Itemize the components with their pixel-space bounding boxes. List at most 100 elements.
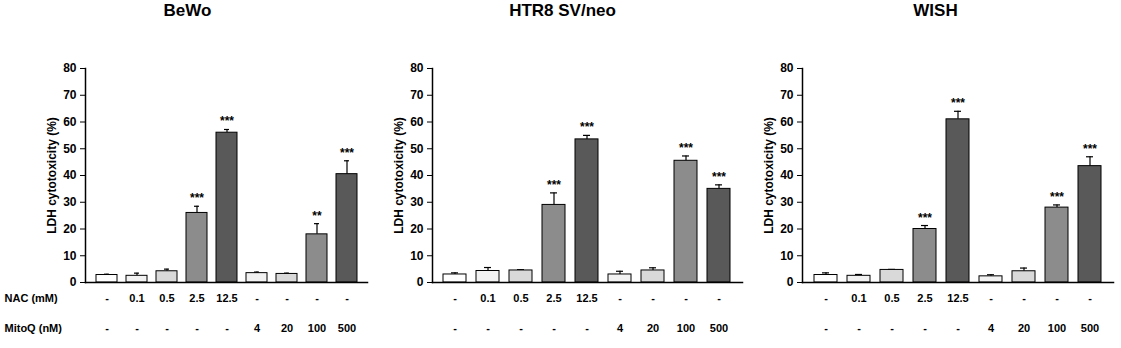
svg-text:100: 100	[308, 322, 326, 334]
svg-text:LDH cytotoxicity (%): LDH cytotoxicity (%)	[45, 117, 59, 234]
svg-text:10: 10	[780, 249, 794, 263]
svg-text:0: 0	[70, 275, 77, 289]
html-text:BeWo: BeWo	[163, 1, 212, 20]
svg-text:MitoQ (nM): MitoQ (nM)	[5, 322, 63, 334]
svg-text:-: -	[345, 292, 349, 304]
svg-text:40: 40	[63, 168, 77, 182]
svg-text:12.5: 12.5	[216, 292, 237, 304]
svg-text:20: 20	[1018, 322, 1030, 334]
svg-text:2.5: 2.5	[546, 292, 561, 304]
svg-text:-: -	[585, 322, 589, 334]
svg-text:***: ***	[712, 170, 726, 184]
svg-text:50: 50	[780, 142, 794, 156]
svg-text:20: 20	[780, 222, 794, 236]
svg-text:-: -	[285, 292, 289, 304]
svg-text:50: 50	[410, 142, 424, 156]
svg-text:60: 60	[410, 115, 424, 129]
svg-text:12.5: 12.5	[576, 292, 597, 304]
svg-text:60: 60	[780, 115, 794, 129]
svg-text:50: 50	[63, 142, 77, 156]
svg-text:-: -	[824, 322, 828, 334]
svg-text:20: 20	[647, 322, 659, 334]
svg-text:70: 70	[410, 88, 424, 102]
svg-text:80: 80	[780, 61, 794, 75]
svg-text:70: 70	[63, 88, 77, 102]
svg-text:-: -	[315, 292, 319, 304]
svg-text:2.5: 2.5	[189, 292, 204, 304]
svg-text:2.5: 2.5	[917, 292, 932, 304]
svg-text:-: -	[486, 322, 490, 334]
svg-text:***: ***	[1050, 190, 1064, 204]
svg-text:-: -	[453, 292, 457, 304]
svg-text:10: 10	[410, 249, 424, 263]
svg-text:0.5: 0.5	[159, 292, 174, 304]
svg-text:-: -	[225, 322, 229, 334]
svg-text:-: -	[519, 322, 523, 334]
svg-text:70: 70	[780, 88, 794, 102]
svg-text:-: -	[105, 292, 109, 304]
svg-text:***: ***	[340, 146, 354, 160]
svg-text:LDH cytotoxicity (%): LDH cytotoxicity (%)	[392, 117, 406, 234]
svg-text:***: ***	[679, 141, 693, 155]
svg-text:-: -	[1088, 292, 1092, 304]
svg-text:-: -	[453, 322, 457, 334]
svg-text:20: 20	[281, 322, 293, 334]
svg-text:100: 100	[677, 322, 695, 334]
svg-text:500: 500	[1081, 322, 1099, 334]
svg-text:-: -	[923, 322, 927, 334]
svg-text:LDH cytotoxicity (%): LDH cytotoxicity (%)	[762, 117, 776, 234]
svg-text:30: 30	[780, 195, 794, 209]
svg-text:***: ***	[190, 191, 204, 205]
svg-text:80: 80	[410, 61, 424, 75]
svg-text:0: 0	[787, 275, 794, 289]
svg-text:***: ***	[951, 96, 965, 110]
svg-text:-: -	[857, 322, 861, 334]
svg-text:***: ***	[1083, 142, 1097, 156]
svg-text:-: -	[552, 322, 556, 334]
svg-text:-: -	[717, 292, 721, 304]
svg-text:-: -	[956, 322, 960, 334]
svg-text:30: 30	[63, 195, 77, 209]
svg-text:***: ***	[580, 120, 594, 134]
svg-text:12.5: 12.5	[947, 292, 968, 304]
svg-text:-: -	[255, 292, 259, 304]
svg-text:20: 20	[410, 222, 424, 236]
svg-text:-: -	[989, 292, 993, 304]
svg-text:**: **	[312, 209, 322, 223]
svg-text:80: 80	[63, 61, 77, 75]
svg-text:4: 4	[988, 322, 995, 334]
svg-text:***: ***	[220, 114, 234, 128]
html-text:HTR8 SV/neo: HTR8 SV/neo	[509, 1, 616, 20]
svg-text:4: 4	[617, 322, 624, 334]
svg-text:0.1: 0.1	[129, 292, 144, 304]
svg-text:-: -	[1055, 292, 1059, 304]
svg-text:-: -	[890, 322, 894, 334]
svg-text:-: -	[195, 322, 199, 334]
svg-text:-: -	[1022, 292, 1026, 304]
svg-text:-: -	[135, 322, 139, 334]
svg-text:40: 40	[410, 168, 424, 182]
svg-text:500: 500	[338, 322, 356, 334]
svg-text:0: 0	[417, 275, 424, 289]
svg-text:-: -	[105, 322, 109, 334]
svg-text:NAC (mM): NAC (mM)	[5, 292, 58, 304]
svg-text:100: 100	[1048, 322, 1066, 334]
svg-text:-: -	[684, 292, 688, 304]
svg-text:-: -	[651, 292, 655, 304]
svg-text:***: ***	[547, 178, 561, 192]
svg-text:0.1: 0.1	[480, 292, 495, 304]
svg-text:-: -	[165, 322, 169, 334]
svg-text:20: 20	[63, 222, 77, 236]
svg-text:-: -	[618, 292, 622, 304]
svg-text:0.1: 0.1	[851, 292, 866, 304]
svg-text:-: -	[824, 292, 828, 304]
svg-text:500: 500	[710, 322, 728, 334]
svg-text:0.5: 0.5	[884, 292, 899, 304]
svg-text:4: 4	[254, 322, 261, 334]
svg-text:0.5: 0.5	[513, 292, 528, 304]
svg-text:40: 40	[780, 168, 794, 182]
svg-text:60: 60	[63, 115, 77, 129]
svg-text:30: 30	[410, 195, 424, 209]
svg-text:***: ***	[918, 211, 932, 225]
svg-text:10: 10	[63, 249, 77, 263]
